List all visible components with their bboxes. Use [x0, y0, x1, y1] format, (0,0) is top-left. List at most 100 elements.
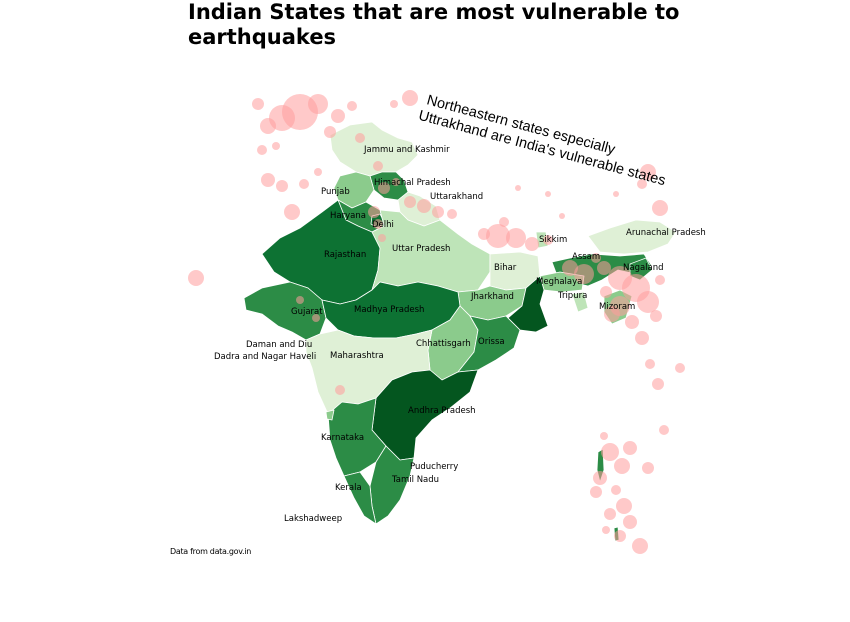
quake-marker [392, 178, 400, 186]
label-nagaland: Nagaland [623, 263, 664, 273]
quake-marker [601, 443, 619, 461]
label-meghalaya: Meghalaya [536, 277, 582, 287]
quake-marker [602, 526, 610, 534]
map-title: Indian States that are most vulnerable t… [188, 0, 680, 49]
quake-marker [650, 310, 662, 322]
quake-marker [499, 217, 509, 227]
label-orissa: Orissa [478, 337, 505, 347]
label-kerala: Kerala [335, 483, 362, 493]
quake-marker [611, 485, 621, 495]
label-andhra-pradesh: Andhra Pradesh [408, 406, 476, 416]
quake-marker [402, 90, 418, 106]
quake-marker [543, 235, 553, 245]
label-maharashtra: Maharashtra [330, 351, 384, 361]
region-orissa [457, 315, 521, 373]
quake-marker [252, 98, 264, 110]
label-bihar: Bihar [494, 263, 517, 273]
quake-marker [324, 126, 336, 138]
quake-marker [515, 185, 521, 191]
quake-marker [373, 161, 383, 171]
quake-marker [331, 109, 345, 123]
quake-marker [597, 261, 611, 275]
data-source-note: Data from data.gov.in [170, 547, 251, 556]
region-goa [325, 409, 335, 421]
quake-marker [614, 530, 626, 542]
quake-marker [652, 200, 668, 216]
quake-marker [257, 145, 267, 155]
label-punjab: Punjab [321, 187, 350, 197]
quake-marker [623, 441, 637, 455]
quake-marker [390, 100, 398, 108]
quake-marker [604, 508, 616, 520]
quake-marker [591, 253, 601, 263]
label-puducherry: Puducherry [410, 462, 458, 472]
quake-marker [506, 228, 526, 248]
quake-marker [296, 296, 304, 304]
label-tamil-nadu: Tamil Nadu [391, 475, 439, 485]
label-himachal-pradesh: Himachal Pradesh [374, 178, 451, 188]
earthquake-markers [188, 90, 685, 554]
quake-marker [299, 179, 309, 189]
quake-marker [276, 180, 288, 192]
quake-marker [272, 142, 280, 150]
quake-marker [659, 425, 669, 435]
quake-marker [335, 385, 345, 395]
quake-marker [260, 118, 276, 134]
quake-marker [613, 191, 619, 197]
quake-marker [525, 237, 539, 251]
quake-marker [645, 359, 655, 369]
label-rajasthan: Rajasthan [324, 250, 366, 260]
quake-marker [600, 286, 612, 298]
quake-marker [614, 458, 630, 474]
quake-marker [604, 306, 620, 322]
quake-marker [637, 291, 659, 313]
quake-marker [314, 168, 322, 176]
label-chhattisgarh: Chhattisgarh [416, 339, 471, 349]
quake-marker [284, 204, 300, 220]
annotation: Northeastern states especially Uttrakhan… [417, 92, 668, 189]
region-tripura [571, 291, 589, 313]
quake-marker [261, 173, 275, 187]
quake-marker [404, 196, 416, 208]
quake-marker [562, 260, 578, 276]
label-uttarakhand: Uttarakhand [430, 192, 483, 202]
quake-marker [355, 133, 365, 143]
quake-marker [637, 179, 647, 189]
quake-marker [600, 432, 608, 440]
label-jharkhand: Jharkhand [470, 292, 514, 302]
quake-marker [642, 462, 654, 474]
region-kerala [343, 471, 377, 525]
label-karnataka: Karnataka [321, 433, 364, 443]
quake-marker [616, 498, 632, 514]
label-dadra-and-nagar-haveli: Dadra and Nagar Haveli [214, 352, 316, 362]
quake-marker [308, 94, 328, 114]
label-haryana: Haryana [330, 211, 366, 221]
region-jammu-and-kashmir [329, 121, 419, 177]
quake-marker [312, 314, 320, 322]
quake-marker [590, 486, 602, 498]
label-assam: Assam [572, 252, 600, 262]
quake-marker [559, 213, 565, 219]
quake-marker [545, 191, 551, 197]
label-delhi: Delhi [372, 220, 394, 230]
label-lakshadweep: Lakshadweep [284, 514, 342, 524]
label-mizoram: Mizoram [599, 302, 635, 312]
quake-marker [188, 270, 204, 286]
quake-marker [486, 224, 510, 248]
quake-marker [378, 182, 390, 194]
state-labels: Jammu and Kashmir Himachal Pradesh Punja… [214, 145, 706, 524]
quake-marker [373, 219, 383, 229]
quake-marker [417, 199, 431, 213]
label-daman-and-diu: Daman and Diu [246, 340, 312, 350]
quake-marker [378, 234, 386, 242]
quake-marker [652, 378, 664, 390]
annotation-line-2: Uttrakhand are India's vulnerable states [417, 108, 668, 189]
quake-marker [632, 538, 648, 554]
quake-marker [574, 264, 594, 284]
quake-marker [347, 101, 357, 111]
label-arunachal-pradesh: Arunachal Pradesh [626, 228, 706, 238]
quake-marker [623, 515, 637, 529]
quake-marker [655, 275, 665, 285]
label-gujarat: Gujarat [291, 307, 323, 317]
